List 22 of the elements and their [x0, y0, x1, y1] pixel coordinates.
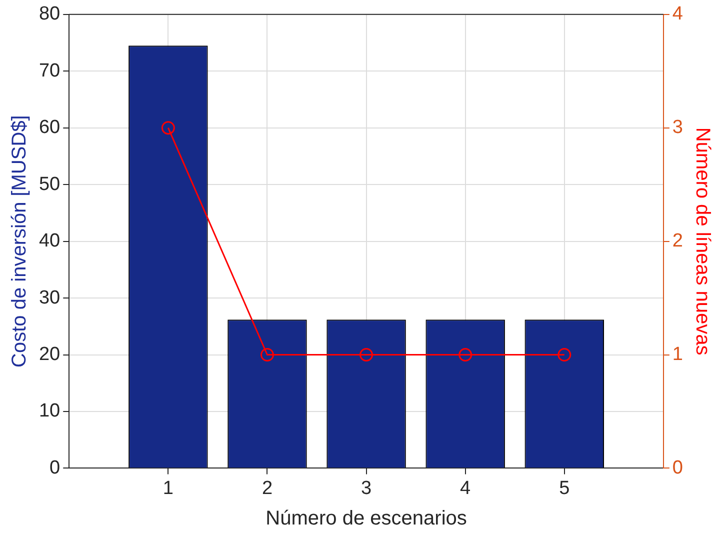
y2-tick-label: 3 [672, 117, 684, 138]
y2-tick-label: 0 [672, 457, 684, 478]
y-tick-label: 20 [38, 344, 60, 365]
x-axis-title: Número de escenarios [266, 508, 467, 530]
y-tick-label: 40 [38, 230, 60, 252]
x-tick-label: 2 [262, 478, 273, 499]
x-tick-label: 1 [162, 478, 174, 499]
x-tick-label: 4 [460, 478, 472, 499]
y-tick-label: 10 [38, 400, 60, 422]
y2-tick-label: 1 [672, 344, 684, 365]
y2-axis-title: Número de líneas nuevas [691, 127, 714, 356]
y-tick-label: 30 [38, 287, 60, 308]
x-tick-label: 5 [559, 478, 570, 499]
y2-tick-label: 2 [672, 230, 684, 252]
y-tick-label: 50 [38, 174, 60, 195]
y2-tick-label: 4 [672, 4, 684, 25]
y-tick-label: 70 [38, 60, 60, 82]
y-axis-title: Costo de inversión [MUSD$] [8, 115, 31, 368]
y-tick-label: 80 [38, 4, 60, 25]
y-tick-label: 0 [50, 457, 60, 478]
y-tick-label: 60 [38, 117, 60, 138]
x-tick-label: 3 [360, 478, 372, 499]
